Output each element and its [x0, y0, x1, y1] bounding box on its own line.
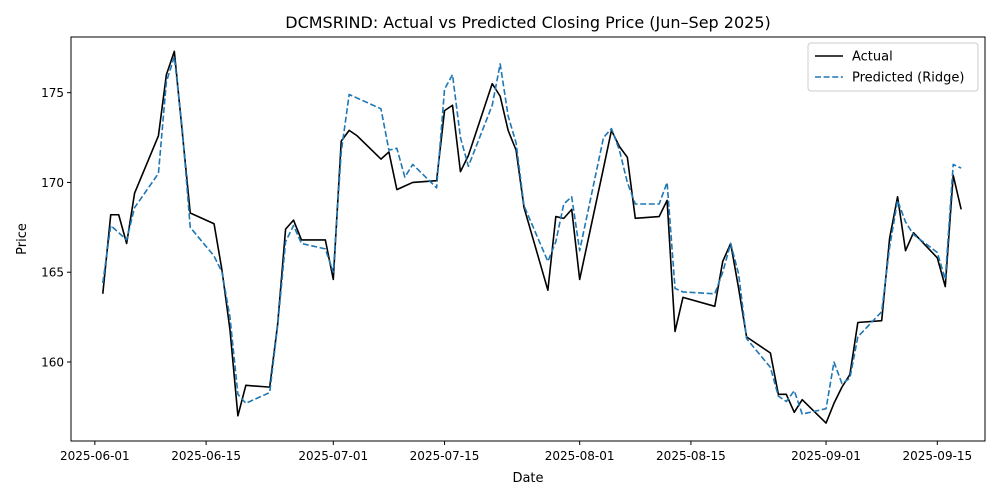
x-tick-label: 2025-08-15	[656, 449, 726, 463]
y-axis-label: Price	[15, 223, 30, 255]
x-tick-label: 2025-07-01	[298, 449, 368, 463]
legend: Actual Predicted (Ridge)	[807, 42, 979, 92]
series-line-predicted	[101, 55, 962, 415]
y-tick-label: 160	[41, 355, 64, 369]
x-tick-label: 2025-09-01	[791, 449, 861, 463]
x-axis-label: Date	[512, 471, 543, 486]
legend-box	[807, 42, 979, 92]
x-tick-label: 2025-09-15	[902, 449, 972, 463]
chart-title: DCMSRIND: Actual vs Predicted Closing Pr…	[285, 13, 770, 32]
legend-label: Predicted (Ridge)	[852, 71, 964, 86]
y-tick-label: 165	[41, 266, 64, 280]
y-tick-label: 170	[41, 176, 64, 190]
series-layer	[101, 50, 962, 424]
x-axis-ticks: 2025-06-01 2025-06-15 2025-07-01 2025-07-15…	[60, 441, 972, 463]
y-tick-label: 175	[41, 86, 64, 100]
y-axis-ticks: 160 165 170 175	[41, 86, 71, 369]
legend-label: Actual	[852, 50, 893, 65]
x-tick-label: 2025-06-01	[60, 449, 130, 463]
x-tick-label: 2025-08-01	[545, 449, 615, 463]
plot-frame	[70, 36, 986, 442]
x-tick-label: 2025-06-15	[171, 449, 241, 463]
x-tick-label: 2025-07-15	[410, 449, 480, 463]
